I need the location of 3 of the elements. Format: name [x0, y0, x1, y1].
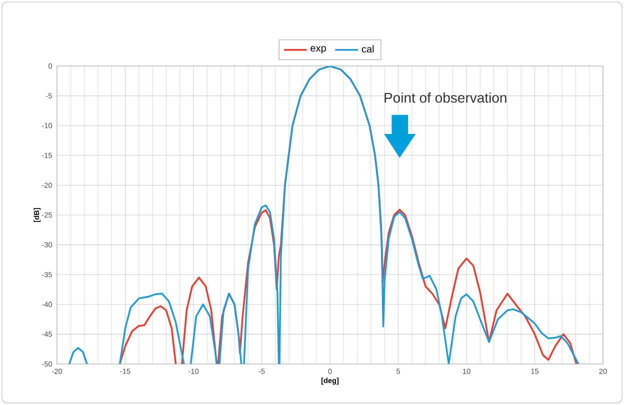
legend-label: cal — [362, 45, 374, 53]
legend-label: exp — [310, 46, 326, 54]
annotation: Point of observation — [384, 92, 506, 103]
